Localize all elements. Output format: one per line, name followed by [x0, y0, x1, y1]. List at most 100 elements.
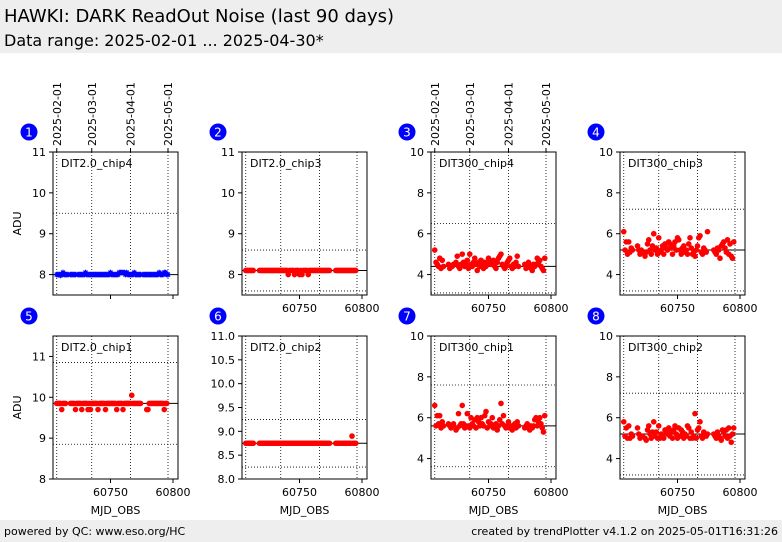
data-point	[650, 419, 657, 425]
y-tick-label: 8.0	[218, 473, 236, 486]
data-point	[102, 406, 109, 413]
data-point	[704, 431, 711, 437]
top-date-label: 2025-03-01	[464, 82, 477, 146]
data-point	[514, 253, 521, 259]
data-point	[541, 412, 548, 419]
y-tick-label: 4	[606, 269, 613, 282]
data-point	[352, 440, 359, 447]
data-point	[541, 255, 548, 262]
data-point	[326, 440, 333, 447]
data-point	[513, 259, 519, 266]
y-tick-label: 8.5	[218, 449, 236, 462]
data-point	[120, 406, 126, 413]
x-tick-label: 60750	[471, 302, 506, 315]
panel-label: DIT2.0_chip3	[250, 157, 321, 170]
data-point	[58, 406, 65, 413]
data-point	[650, 230, 657, 237]
data-point	[326, 267, 333, 274]
data-point	[622, 247, 628, 253]
chart-panel-8: 8 DIT300_chip2 4 6 8 10 60750 60800 MJD_OBS	[587, 307, 758, 517]
top-date-label: 2025-04-01	[503, 82, 516, 146]
data-point	[489, 414, 496, 421]
chart-panel-7: 7 DIT300_chip1 4 6 8 10 60750 60800 MJD_OBS	[398, 307, 569, 517]
data-point	[697, 232, 703, 239]
plot-frame	[241, 151, 368, 296]
data-point	[498, 400, 504, 407]
data-point	[724, 237, 731, 243]
data-point	[669, 251, 676, 257]
data-point	[349, 433, 355, 439]
y-tick-label: 9	[39, 432, 46, 445]
y-tick-label: 9	[39, 228, 46, 241]
x-tick-label: 60800	[345, 486, 380, 499]
y-tick-label: 10.5	[211, 354, 236, 367]
data-point	[620, 419, 627, 425]
data-point	[634, 425, 641, 431]
chart-panel-3: 3 DIT300_chip4 4 6 8 10 60750 60800 2025-02-01 20…	[398, 82, 569, 315]
data-point	[431, 247, 438, 253]
data-point	[680, 243, 687, 249]
y-tick-label: 9.5	[218, 402, 236, 415]
x-tick-label: 60800	[723, 302, 758, 315]
data-point	[128, 392, 135, 399]
data-point	[529, 267, 536, 274]
y-tick-label: 4	[417, 269, 424, 282]
data-point	[439, 257, 446, 264]
y-tick-label: 10.0	[211, 378, 236, 391]
y-tick-label: 10	[410, 330, 424, 343]
footer-powered-by: powered by QC: www.eso.org/HC	[4, 525, 186, 538]
top-date-label: 2025-02-01	[51, 82, 64, 146]
plot-frame	[241, 335, 368, 480]
data-point	[695, 425, 702, 431]
panel-badge	[398, 307, 416, 325]
plot-frame	[619, 151, 746, 296]
chart-panel-2: 2 DIT2.0_chip3 8 9 10 11 60750 60800	[209, 123, 380, 315]
y-tick-label: 8	[417, 187, 424, 200]
data-point	[685, 241, 692, 247]
data-point	[62, 400, 69, 407]
x-tick-label: 60750	[282, 302, 317, 315]
data-point	[483, 408, 489, 415]
data-point	[729, 431, 736, 437]
x-tick-label: 60800	[723, 486, 758, 499]
data-point	[493, 265, 499, 272]
top-date-label: 2025-03-01	[86, 82, 99, 146]
data-point	[645, 423, 652, 429]
data-point	[729, 255, 736, 262]
data-point	[688, 245, 695, 251]
data-point	[703, 249, 710, 255]
panel-label: DIT2.0_chip4	[61, 157, 132, 170]
data-point	[145, 406, 151, 413]
data-point	[684, 251, 691, 257]
data-point	[665, 425, 672, 431]
data-point	[87, 406, 94, 413]
panel-label: DIT2.0_chip2	[250, 341, 321, 354]
data-point	[431, 402, 438, 409]
top-date-label: 2025-04-01	[125, 82, 138, 146]
y-tick-label: 11	[32, 350, 46, 363]
data-point	[459, 402, 466, 409]
data-point	[693, 435, 700, 441]
data-point	[620, 228, 627, 235]
data-point	[540, 429, 547, 435]
data-point	[728, 439, 735, 446]
x-tick-label: 60800	[534, 486, 569, 499]
panel-badge	[209, 307, 227, 325]
y-tick-label: 10	[599, 146, 613, 159]
y-tick-label: 10	[32, 391, 46, 404]
data-point	[440, 423, 447, 429]
x-tick-label: 60750	[660, 486, 695, 499]
x-tick-label: 60800	[345, 302, 380, 315]
x-tick-label: 60750	[471, 486, 506, 499]
chart-panel-1: 1 DIT2.0_chip4 8 9 10 11 2025-02-01 2025-03-01 2…	[11, 82, 179, 299]
y-tick-label: 8	[39, 269, 46, 282]
data-point	[505, 419, 512, 425]
data-point	[459, 251, 466, 257]
panel-badge-number: 6	[214, 310, 222, 324]
y-tick-label: 8	[228, 269, 235, 282]
data-point	[137, 400, 144, 407]
y-tick-label: 8	[39, 473, 46, 486]
panel-label: DIT300_chip4	[439, 157, 514, 170]
data-point	[436, 412, 443, 419]
data-point	[72, 406, 79, 413]
